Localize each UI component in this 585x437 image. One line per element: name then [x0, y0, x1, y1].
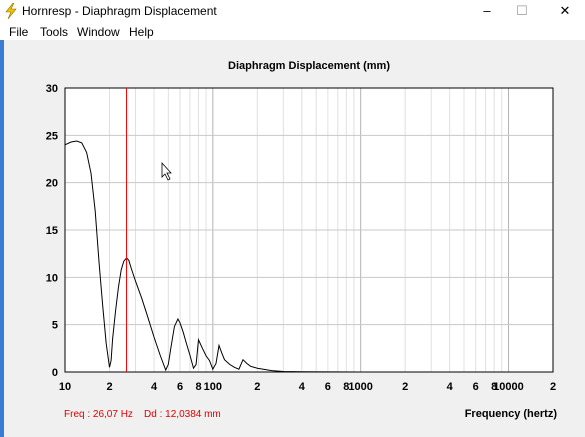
y-tick-label: 20	[46, 178, 58, 190]
x-axis-label: Frequency (hertz)	[464, 408, 557, 420]
hornresp-app-icon	[5, 3, 17, 19]
y-tick-label: 10	[46, 272, 58, 284]
minimize-button[interactable]: –	[483, 3, 491, 18]
y-tick-label: 25	[46, 130, 58, 142]
displacement-readout: Dd : 12,0384 mm	[144, 409, 221, 420]
x-tick-label: 2	[550, 381, 556, 393]
menu-window[interactable]: Window	[77, 25, 120, 39]
y-tick-label: 0	[52, 367, 58, 379]
menu-bar: File Tools Window Help	[0, 22, 585, 40]
x-tick-label: 2	[106, 381, 112, 393]
title-bar: Hornresp - Diaphragm Displacement – ☐ ✕	[0, 0, 585, 22]
x-tick-label: 6	[473, 381, 479, 393]
close-button[interactable]: ✕	[559, 3, 571, 18]
frequency-readout: Freq : 26,07 Hz	[64, 409, 133, 420]
window-title: Hornresp - Diaphragm Displacement	[22, 4, 217, 18]
cursor-readout: Freq : 26,07 Hz Dd : 12,0384 mm	[64, 409, 221, 420]
x-tick-label: 2	[402, 381, 408, 393]
x-tick-label: 1000	[348, 381, 372, 393]
menu-help[interactable]: Help	[129, 25, 154, 39]
mouse-pointer-icon	[161, 161, 172, 181]
x-tick-label: 10	[59, 381, 71, 393]
y-tick-label: 15	[46, 225, 58, 237]
x-tick-label: 8	[491, 381, 497, 393]
maximize-button[interactable]: ☐	[516, 3, 528, 18]
x-tick-label: 4	[447, 381, 454, 393]
x-tick-label: 10000	[493, 381, 524, 393]
x-tick-label: 6	[325, 381, 331, 393]
menu-tools[interactable]: Tools	[40, 25, 69, 39]
x-tick-label: 100	[204, 381, 222, 393]
x-tick-label: 2	[254, 381, 260, 393]
window-edge	[0, 40, 4, 437]
menu-file[interactable]: File	[9, 25, 29, 39]
y-tick-label: 30	[46, 83, 58, 95]
displacement-series-line	[64, 140, 553, 373]
x-tick-label: 4	[151, 381, 158, 393]
x-tick-label: 4	[299, 381, 306, 393]
x-tick-label: 8	[195, 381, 201, 393]
x-tick-label: 8	[343, 381, 349, 393]
x-tick-label: 6	[177, 381, 183, 393]
chart-title: Diaphragm Displacement (mm)	[228, 60, 390, 72]
y-tick-label: 5	[52, 320, 58, 332]
